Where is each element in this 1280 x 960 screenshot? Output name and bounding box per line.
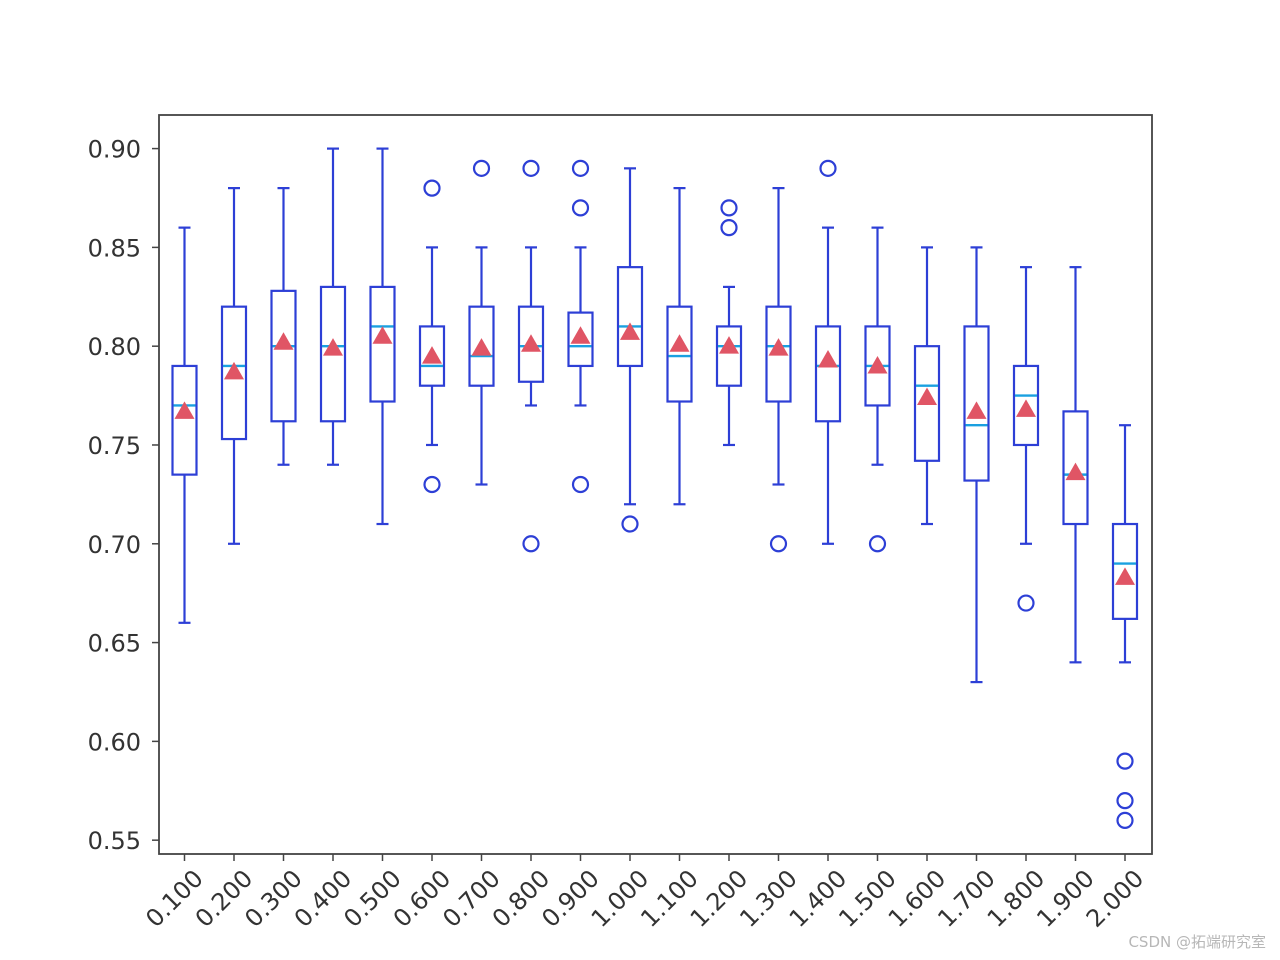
outlier-point: [720, 199, 738, 217]
box-0.700: [468, 159, 495, 486]
y-tick-label: 0.55: [88, 827, 141, 855]
mean-marker: [224, 361, 244, 380]
outlier-point: [720, 219, 738, 237]
outlier-point: [1116, 752, 1134, 770]
mean-marker: [372, 326, 393, 344]
outlier-point: [621, 515, 639, 533]
mean-marker: [521, 334, 541, 352]
box-1.700: [963, 246, 990, 684]
y-tick-label: 0.65: [88, 630, 141, 658]
mean-marker: [867, 355, 888, 374]
y-tick-label: 0.80: [88, 333, 141, 361]
mean-marker: [323, 338, 343, 356]
y-tick-label: 0.70: [88, 531, 141, 559]
mean-marker: [818, 350, 838, 368]
outlier-point: [868, 535, 887, 553]
box-0.900: [567, 159, 594, 494]
y-tick-label: 0.85: [88, 234, 141, 262]
y-tick-label: 0.60: [88, 728, 141, 756]
box-series: [171, 147, 1139, 830]
outlier-point: [522, 535, 540, 553]
mean-marker: [1115, 567, 1135, 585]
y-tick-label: 0.75: [88, 432, 141, 460]
outlier-point: [1017, 594, 1035, 612]
mean-marker: [768, 338, 789, 356]
y-axis: 0.55 0.60 0.65 0.70 0.75 0.80 0.85 0.90: [88, 136, 159, 855]
box-0.500: [369, 147, 396, 526]
plot-frame: [158, 114, 1153, 855]
outlier-point: [571, 159, 590, 177]
box-0.800: [517, 159, 545, 553]
box-0.400: [319, 147, 347, 466]
mean-marker: [1016, 399, 1036, 417]
y-tick-label: 0.90: [88, 136, 141, 164]
box-body: [171, 364, 198, 476]
watermark-text: CSDN @拓端研究室: [1128, 933, 1266, 951]
box-1.900: [1062, 266, 1089, 664]
outlier-point: [1116, 811, 1134, 830]
mean-marker: [917, 387, 937, 406]
box-1.000: [616, 167, 644, 533]
mean-marker: [471, 338, 492, 356]
box-body: [616, 266, 644, 368]
box-body: [369, 285, 396, 403]
x-axis: 0.1000.2000.3000.4000.5000.6000.7000.800…: [140, 854, 1149, 933]
outlier-point: [769, 535, 788, 553]
x-tick-label: 2.000: [1081, 864, 1149, 932]
mean-marker: [570, 326, 591, 344]
plot-background: [159, 115, 1152, 854]
box-body: [666, 305, 693, 403]
outlier-point: [819, 159, 837, 177]
box-1.100: [666, 187, 693, 506]
outlier-point: [522, 159, 540, 177]
mean-marker: [966, 401, 987, 419]
mean-marker: [422, 346, 442, 364]
outlier-point: [571, 475, 590, 494]
box-1.500: [864, 226, 891, 553]
outlier-point: [472, 159, 491, 177]
box-0.600: [418, 179, 446, 494]
box-1.800: [1012, 266, 1040, 612]
mean-marker: [273, 332, 294, 350]
box-1.200: [715, 199, 743, 447]
mean-marker: [719, 336, 739, 354]
box-1.300: [765, 187, 792, 553]
box-body: [270, 289, 297, 423]
box-2.000: [1111, 424, 1139, 830]
mean-marker: [669, 334, 690, 352]
box-body: [814, 325, 842, 423]
outlier-point: [423, 475, 441, 494]
outlier-point: [1116, 792, 1134, 810]
mean-marker: [1065, 462, 1086, 481]
box-body: [715, 325, 743, 387]
box-body: [1062, 410, 1089, 526]
box-1.400: [814, 159, 842, 545]
box-0.300: [270, 187, 297, 466]
box-0.200: [220, 187, 248, 545]
outlier-point: [423, 179, 441, 197]
outlier-point: [571, 199, 590, 217]
box-1.600: [913, 246, 941, 526]
mean-marker: [620, 322, 640, 340]
mean-marker: [174, 401, 195, 419]
box-0.100: [171, 226, 198, 624]
